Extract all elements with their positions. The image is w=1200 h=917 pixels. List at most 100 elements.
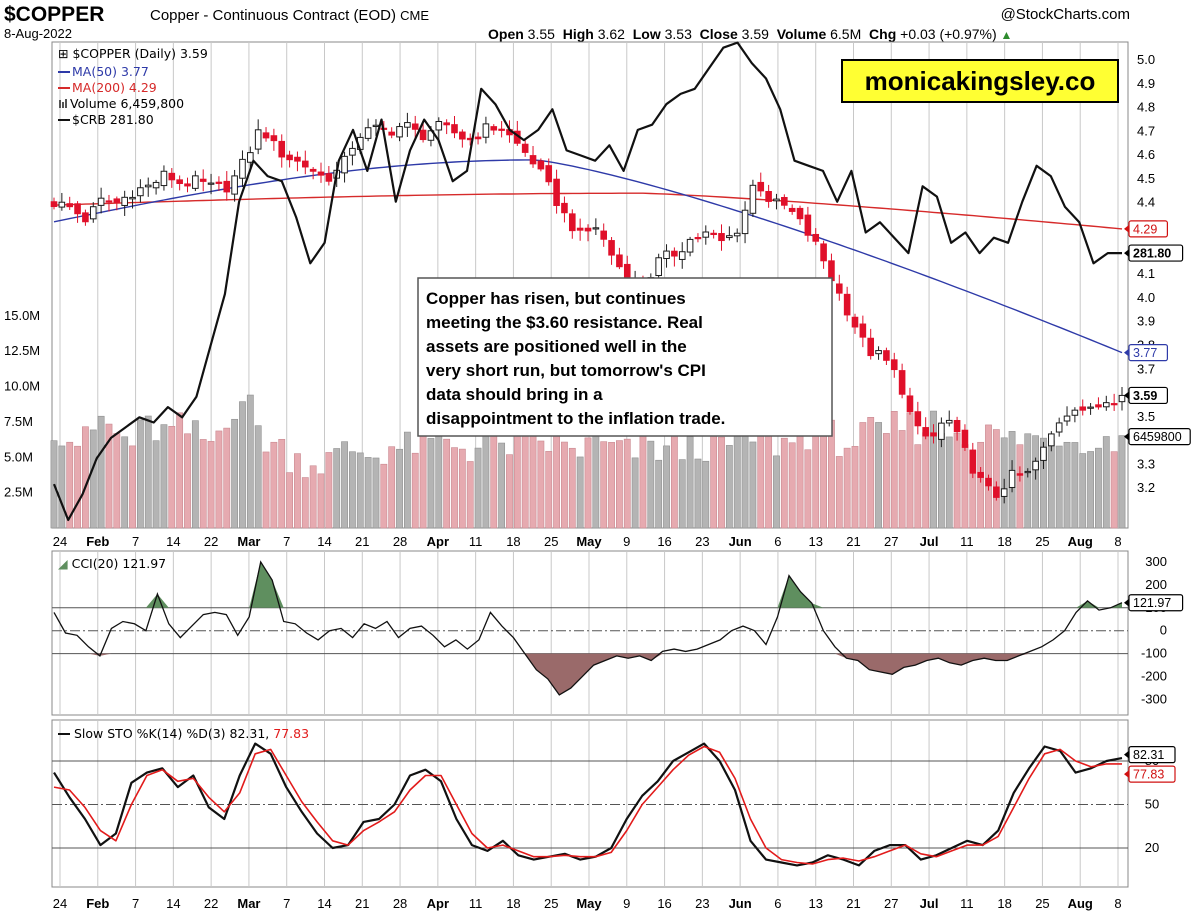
badge-volume-pointer <box>1124 432 1129 441</box>
badge-ma200-pointer <box>1124 224 1129 233</box>
volume-bar-112 <box>930 410 937 529</box>
candle-body-8 <box>113 198 121 203</box>
x-label-top-18: Jun <box>729 534 752 549</box>
candle-body-29 <box>278 140 286 158</box>
candle-body-86 <box>726 235 733 239</box>
volume-bar-51 <box>451 447 458 529</box>
volume-bar-25 <box>246 394 254 529</box>
x-label-bottom-10: Apr <box>427 896 449 911</box>
volume-bar-12 <box>144 415 152 529</box>
exchange-label: CME <box>400 8 429 23</box>
contract-description: Copper - Continuous Contract (EOD) CME <box>150 7 429 24</box>
sto-k-line <box>53 742 1123 867</box>
stockcharts-brand[interactable]: @StockCharts.com <box>1000 6 1130 23</box>
crb-line-group <box>52 41 1122 522</box>
candle-body-82 <box>694 237 702 240</box>
cci-panel[interactable] <box>51 550 1129 716</box>
candle-body-117 <box>969 449 977 474</box>
volume-bar-57 <box>498 442 506 529</box>
volume-bar-11 <box>136 419 144 529</box>
sto-legend-prefix: Slow STO %K(14) %D(3) 82.31, <box>74 726 273 741</box>
candle-body-87 <box>733 232 741 237</box>
candle-body-60 <box>521 143 529 153</box>
candle-body-95 <box>796 207 804 220</box>
x-label-top-2: 7 <box>132 534 139 549</box>
cci-positive-fill-0 <box>145 594 169 608</box>
candle-body-83 <box>702 231 710 238</box>
volume-bar-73 <box>623 438 631 529</box>
annotation-line-2: meeting the $3.60 resistance. Real <box>426 313 703 332</box>
candle-body-89 <box>749 184 757 214</box>
volume-bar-136 <box>1118 435 1126 529</box>
x-label-top-14: May <box>576 534 602 549</box>
x-label-top-5: Mar <box>237 534 260 549</box>
price-tick-13: 3.7 <box>1137 361 1155 376</box>
candle-body-120 <box>993 486 1000 498</box>
price-tick-10: 4.0 <box>1137 290 1155 305</box>
candle-body-131 <box>1079 406 1087 411</box>
candle-body-52 <box>459 131 466 140</box>
crb-line <box>52 41 1122 522</box>
volume-bar-74 <box>631 457 639 529</box>
badge-cci-pointer <box>1124 598 1129 607</box>
sto-tick-2: 20 <box>1145 840 1159 855</box>
volume-bar-21 <box>215 430 223 529</box>
candle-body-80 <box>678 251 686 260</box>
candle-body-108 <box>898 370 906 395</box>
volume-bar-110 <box>914 444 922 529</box>
volume-bar-118 <box>977 441 985 529</box>
volume-bar-22 <box>223 427 231 529</box>
volume-bar-65 <box>561 441 568 529</box>
cci-legend-text: CCI(20) 121.97 <box>72 556 167 571</box>
volume-bar-89 <box>749 441 757 529</box>
volume-bar-39 <box>356 452 364 529</box>
volume-bar-116 <box>961 444 969 529</box>
price-tick-6: 4.4 <box>1137 195 1155 210</box>
candle-body-115 <box>953 419 961 433</box>
candle-body-27 <box>262 132 270 139</box>
price-tick-0: 5.0 <box>1137 52 1155 67</box>
axis-value-badges: 4.29 281.80 3.77 3.59 6459800 121.97 82.31 77.8… <box>1124 220 1191 783</box>
cci-negative-fill-1 <box>524 653 663 695</box>
candle-body-26 <box>254 129 262 150</box>
low-value: 3.53 <box>664 26 692 42</box>
candle-body-64 <box>553 178 560 206</box>
candle-body-57 <box>498 128 505 131</box>
volume-bar-94 <box>788 442 796 529</box>
candle-body-17 <box>184 183 191 187</box>
legend-volume: Volume 6,459,800 <box>70 96 184 111</box>
candle-body-54 <box>474 136 482 140</box>
volume-bar-126 <box>1040 437 1047 529</box>
ma200-line <box>53 192 1123 230</box>
description-text: Copper - Continuous Contract (EOD) <box>150 7 396 24</box>
x-label-top-21: 21 <box>846 534 860 549</box>
candle-body-112 <box>930 432 937 437</box>
candle-body-0 <box>50 201 58 208</box>
candle-body-14 <box>160 170 168 187</box>
candle-body-25 <box>247 152 254 163</box>
candle-body-12 <box>144 184 152 188</box>
candle-body-101 <box>843 293 851 316</box>
volume-bar-95 <box>796 429 804 529</box>
candle-body-116 <box>961 429 969 448</box>
volume-bar-3 <box>74 445 81 529</box>
candle-body-2 <box>66 203 74 208</box>
candle-body-88 <box>741 209 749 235</box>
volume-bar-28 <box>270 441 278 529</box>
volume-bar-18 <box>191 420 199 529</box>
candle-body-128 <box>1055 422 1063 433</box>
candle-body-38 <box>349 147 356 156</box>
volume-tick-5: 2.5M <box>4 485 33 500</box>
volume-bar-108 <box>898 430 906 529</box>
candle-body-11 <box>137 187 144 197</box>
volume-axis: 15.0M 12.5M 10.0M 7.5M 5.0M 2.5M <box>4 308 40 500</box>
candle-body-35 <box>325 173 333 182</box>
x-axis-labels: 24 24 Feb Feb 7 7 14 14 22 22 Mar Mar 7 7 14 14 21 21 28 28… <box>53 534 1122 911</box>
badge-sto-k-text: 82.31 <box>1133 748 1164 762</box>
candle-body-119 <box>985 477 992 487</box>
x-label-top-7: 14 <box>317 534 331 549</box>
x-label-bottom-23: Jul <box>920 896 939 911</box>
volume-bar-14 <box>160 424 168 529</box>
candle-body-40 <box>364 127 372 139</box>
